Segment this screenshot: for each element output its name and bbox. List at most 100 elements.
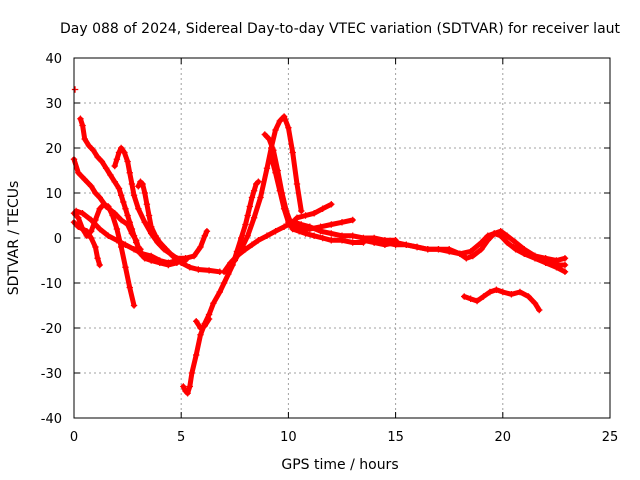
data-point xyxy=(184,390,191,397)
series-outlier xyxy=(71,86,79,93)
data-point xyxy=(75,169,82,176)
data-point xyxy=(79,122,86,129)
data-point xyxy=(197,324,204,332)
data-point xyxy=(75,223,82,230)
data-point xyxy=(109,212,116,219)
series-arc-13 xyxy=(268,153,367,246)
data-point xyxy=(248,194,256,201)
data-point xyxy=(100,201,108,208)
series-arc-17 xyxy=(510,243,569,264)
data-point xyxy=(190,252,198,260)
data-point xyxy=(302,212,309,219)
data-point xyxy=(165,259,172,266)
data-point xyxy=(491,230,498,237)
data-point xyxy=(263,165,271,172)
data-point xyxy=(156,239,163,246)
data-point xyxy=(276,117,284,125)
data-point xyxy=(268,153,275,161)
data-point xyxy=(446,246,453,253)
x-tick-label: 0 xyxy=(70,430,78,445)
data-point xyxy=(291,219,299,226)
data-point xyxy=(124,158,131,165)
data-point xyxy=(203,228,211,235)
data-point xyxy=(484,237,491,244)
data-point xyxy=(469,252,476,260)
data-point xyxy=(280,113,288,120)
data-point xyxy=(516,288,524,296)
y-tick-label: 40 xyxy=(45,52,62,67)
data-point xyxy=(238,234,245,242)
data-point xyxy=(205,267,213,274)
data-point xyxy=(145,212,153,219)
data-point xyxy=(424,246,431,253)
data-point xyxy=(124,212,131,219)
data-point xyxy=(317,228,324,235)
data-point xyxy=(493,286,500,293)
data-point xyxy=(130,246,138,253)
data-point xyxy=(195,266,202,273)
data-point xyxy=(216,288,223,296)
data-point xyxy=(272,169,279,176)
data-point xyxy=(152,232,159,239)
data-point xyxy=(473,297,481,305)
data-point xyxy=(77,115,84,122)
data-point xyxy=(280,205,288,212)
data-point xyxy=(117,144,125,152)
data-point xyxy=(531,300,539,307)
data-point xyxy=(360,237,367,244)
data-point xyxy=(169,252,176,260)
data-point xyxy=(276,187,284,194)
data-point xyxy=(536,306,543,314)
data-point xyxy=(293,180,301,188)
data-point xyxy=(280,223,288,230)
data-point xyxy=(117,216,125,224)
data-point xyxy=(272,228,279,235)
data-point xyxy=(94,255,101,262)
data-point xyxy=(147,252,155,260)
series-trail xyxy=(135,179,223,275)
data-point xyxy=(289,149,296,156)
data-point xyxy=(210,300,217,307)
data-point xyxy=(121,149,128,156)
data-point xyxy=(107,171,114,179)
data-point xyxy=(370,239,378,246)
data-point xyxy=(201,322,208,329)
data-point xyxy=(265,135,273,143)
y-tick-label: 20 xyxy=(45,142,62,157)
data-point xyxy=(328,230,335,237)
data-point xyxy=(135,183,142,190)
x-axis-label: GPS time / hours xyxy=(281,457,398,473)
data-point xyxy=(96,194,103,201)
data-point xyxy=(467,295,474,302)
data-point xyxy=(486,288,494,296)
data-point xyxy=(193,318,200,325)
data-point xyxy=(310,232,318,239)
data-point xyxy=(197,243,204,251)
data-point xyxy=(553,257,560,264)
data-point xyxy=(143,201,151,208)
x-tick-label: 5 xyxy=(177,430,185,445)
data-point xyxy=(480,293,487,300)
data-point xyxy=(531,252,539,260)
plot-frame xyxy=(73,57,611,419)
data-point xyxy=(225,270,232,278)
data-point xyxy=(182,257,189,264)
data-point xyxy=(293,214,301,221)
data-point xyxy=(298,207,305,215)
data-point xyxy=(403,241,410,248)
data-point xyxy=(130,302,138,309)
data-point xyxy=(113,237,121,244)
data-point xyxy=(81,176,88,183)
data-point xyxy=(328,221,335,228)
data-point xyxy=(263,232,271,239)
chart-title: Day 088 of 2024, Sidereal Day-to-day VTE… xyxy=(60,21,621,37)
data-point xyxy=(122,241,129,248)
data-point xyxy=(328,201,335,208)
data-point xyxy=(285,124,292,131)
data-point xyxy=(220,268,228,275)
x-tick-label: 20 xyxy=(495,430,512,445)
data-point xyxy=(512,239,519,246)
data-point xyxy=(244,232,251,239)
